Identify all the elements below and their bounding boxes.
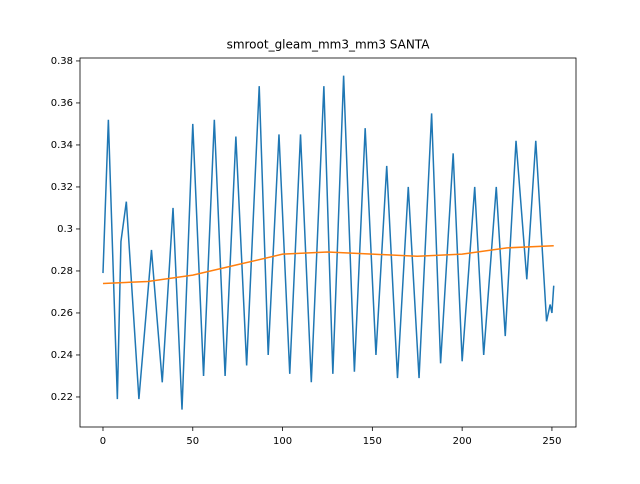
x-tick-label: 150 (363, 436, 382, 447)
x-tick-label: 0 (100, 436, 106, 447)
y-tick-label: 0.36 (51, 98, 73, 109)
x-tick-label: 200 (453, 436, 472, 447)
y-tick-label: 0.32 (51, 182, 73, 193)
x-tick-label: 100 (273, 436, 292, 447)
y-tick-label: 0.26 (51, 308, 73, 319)
y-tick-label: 0.3 (57, 224, 73, 235)
line (102, 245, 554, 285)
y-tick-label: 0.28 (51, 266, 73, 277)
x-tick-label: 50 (186, 436, 199, 447)
plot-frame (79, 57, 577, 428)
y-tick-label: 0.24 (51, 350, 73, 361)
x-tick-label: 250 (542, 436, 561, 447)
line (102, 75, 555, 410)
y-tick-label: 0.38 (51, 56, 73, 67)
y-tick-label: 0.22 (51, 392, 73, 403)
chart-title: smroot_gleam_mm3_mm3 SANTA (227, 38, 431, 52)
y-tick-label: 0.34 (51, 140, 73, 151)
